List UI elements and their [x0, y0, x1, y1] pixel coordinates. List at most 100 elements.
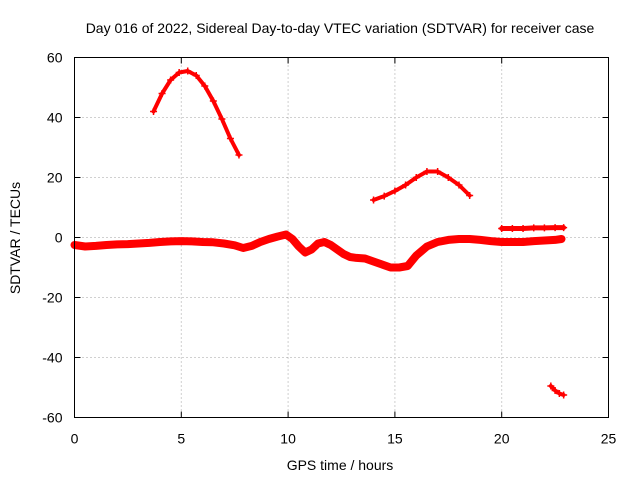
series-arc-morning-high — [150, 67, 243, 159]
data-point — [444, 174, 452, 181]
y-tick-label: -20 — [42, 290, 62, 306]
data-point — [423, 168, 431, 175]
data-point — [519, 225, 527, 232]
data-point — [150, 108, 158, 115]
series-arc-afternoon-high — [370, 168, 474, 204]
y-tick-label: 0 — [55, 230, 63, 246]
data-point — [466, 235, 474, 243]
data-point — [395, 264, 403, 271]
data-point — [199, 238, 207, 246]
data-point — [560, 391, 568, 399]
data-point — [387, 264, 395, 271]
data-point — [370, 258, 378, 265]
series-arc-late-low — [547, 382, 568, 399]
data-point — [113, 240, 121, 248]
data-point — [327, 241, 335, 249]
data-point — [156, 238, 164, 246]
data-point — [273, 233, 281, 241]
y-tick-label: -60 — [42, 410, 62, 426]
data-series-group — [70, 67, 568, 399]
data-point — [558, 235, 566, 243]
data-point — [192, 72, 200, 79]
gridlines — [74, 57, 609, 418]
data-point — [370, 196, 378, 204]
data-point — [184, 67, 192, 75]
data-point — [167, 237, 175, 245]
series-line — [371, 169, 472, 202]
data-point — [380, 192, 388, 200]
data-point — [220, 240, 228, 247]
data-point — [455, 181, 463, 189]
data-point — [103, 241, 111, 249]
x-tick-label: 20 — [494, 431, 510, 447]
data-point — [519, 238, 527, 246]
data-point — [487, 237, 495, 245]
y-axis-label: SDTVAR / TECUs — [7, 182, 23, 294]
data-point — [239, 244, 247, 252]
x-tick-label: 10 — [280, 431, 296, 447]
data-point — [218, 115, 226, 123]
data-point — [352, 254, 360, 262]
series-line — [151, 69, 241, 157]
series-arc-main — [70, 230, 566, 272]
data-point — [540, 224, 548, 232]
axis-ticks: 0 5 10 15 20 25 -60 -40 -20 0 20 40 60 — [42, 50, 616, 447]
data-point — [288, 235, 296, 243]
data-point — [508, 238, 516, 246]
data-point — [560, 224, 568, 232]
data-point — [295, 243, 303, 250]
data-point — [124, 240, 132, 248]
data-point — [265, 235, 273, 243]
data-point — [455, 235, 463, 243]
data-point — [402, 181, 410, 189]
data-point — [378, 261, 386, 268]
data-point — [201, 82, 209, 90]
data-point — [466, 192, 474, 199]
data-point — [314, 240, 322, 247]
data-point — [209, 97, 217, 105]
y-tick-label: -40 — [42, 350, 62, 366]
data-point — [188, 237, 196, 245]
data-point — [476, 236, 484, 244]
data-point — [177, 237, 185, 245]
data-point — [167, 76, 175, 84]
data-point — [551, 387, 559, 394]
x-tick-label: 5 — [177, 431, 185, 447]
data-point — [231, 241, 239, 249]
data-point — [248, 242, 256, 250]
x-tick-label: 15 — [387, 431, 403, 447]
x-tick-label: 0 — [71, 431, 79, 447]
data-point — [256, 238, 264, 246]
data-point — [404, 262, 412, 270]
data-point — [361, 255, 369, 262]
data-point — [423, 243, 431, 250]
data-point — [81, 243, 89, 250]
series-line — [70, 230, 566, 272]
data-point — [547, 382, 555, 390]
data-point — [530, 224, 538, 232]
data-point — [498, 238, 506, 246]
data-point — [346, 253, 354, 261]
data-point — [235, 151, 243, 159]
data-point — [135, 240, 143, 247]
data-point — [391, 187, 399, 195]
data-point — [540, 237, 548, 244]
data-point — [551, 236, 559, 244]
data-point — [209, 238, 217, 246]
y-tick-label: 20 — [47, 170, 63, 186]
data-point — [498, 225, 506, 232]
data-point — [555, 390, 563, 397]
data-point — [508, 225, 516, 232]
data-point — [92, 242, 100, 250]
data-point — [434, 238, 442, 246]
data-point — [412, 174, 420, 181]
y-tick-label: 40 — [47, 110, 63, 126]
data-point — [308, 246, 316, 253]
x-axis-label: GPS time / hours — [287, 457, 394, 473]
data-point — [333, 246, 341, 253]
y-tick-label: 60 — [47, 50, 63, 66]
data-point — [320, 238, 328, 246]
data-point — [530, 237, 538, 245]
data-point — [282, 231, 290, 238]
data-point — [434, 168, 442, 175]
